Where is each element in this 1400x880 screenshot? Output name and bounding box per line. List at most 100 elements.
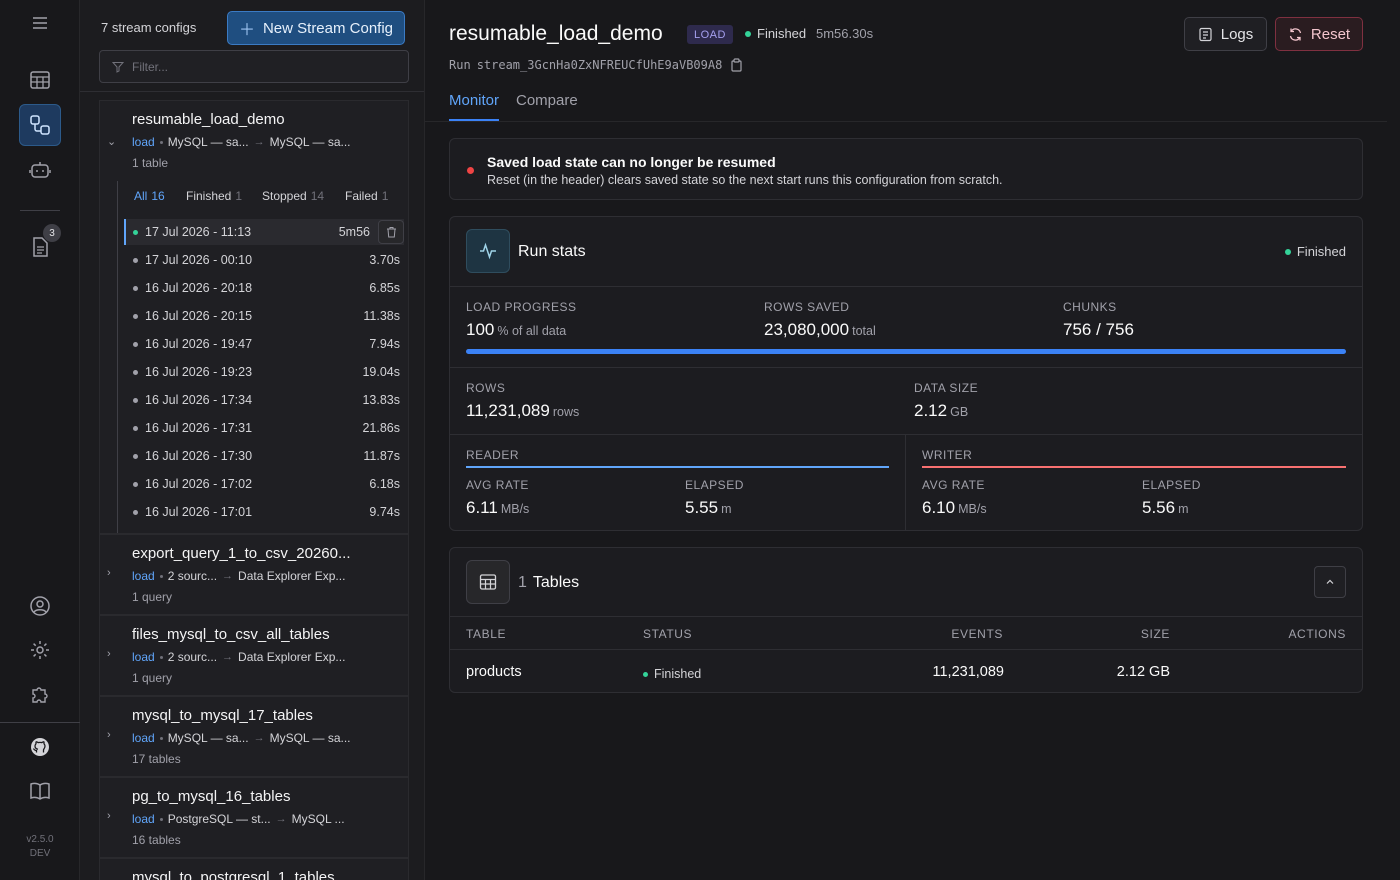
- run-status-dot: [133, 509, 138, 515]
- table-grid-icon: [466, 560, 510, 604]
- load-progress-bar: [466, 349, 1346, 354]
- run-label: Run: [449, 58, 471, 72]
- status-badge: Finished: [745, 26, 806, 41]
- config-item[interactable]: › files_mysql_to_csv_all_tables load 2 s…: [99, 615, 409, 696]
- run-item[interactable]: 16 Jul 2026 - 19:23 19.04s: [124, 359, 404, 385]
- writer-accent-line: [922, 466, 1346, 468]
- github-icon[interactable]: [19, 726, 61, 768]
- menu-icon[interactable]: [19, 2, 61, 44]
- tables-icon[interactable]: [19, 59, 61, 101]
- config-item[interactable]: › pg_to_mysql_16_tables load PostgreSQL …: [99, 777, 409, 858]
- reader-elapsed-label: ELAPSED: [685, 478, 744, 492]
- arrow-right-icon: →: [222, 651, 234, 663]
- divider: [450, 649, 1362, 650]
- logs-icon: [1199, 27, 1212, 41]
- run-item[interactable]: 16 Jul 2026 - 17:31 21.86s: [124, 415, 404, 441]
- chevron-right-icon[interactable]: ›: [107, 567, 111, 579]
- rows-label: ROWS: [466, 381, 506, 395]
- config-item[interactable]: › export_query_1_to_csv_20260... load 2 …: [99, 534, 409, 615]
- run-tab-all[interactable]: All 16: [134, 189, 165, 203]
- run-item[interactable]: 16 Jul 2026 - 17:30 11.87s: [124, 443, 404, 469]
- run-item[interactable]: 16 Jul 2026 - 20:18 6.85s: [124, 275, 404, 301]
- new-stream-config-button[interactable]: ＋ New Stream Config: [227, 11, 405, 45]
- divider: [905, 434, 906, 530]
- run-tab-failed[interactable]: Failed 1: [345, 189, 389, 203]
- docs-book-icon[interactable]: [19, 770, 61, 812]
- separator-dot: [159, 655, 163, 659]
- tab-compare[interactable]: Compare: [516, 92, 578, 109]
- run-date: 16 Jul 2026 - 17:31: [145, 421, 253, 435]
- refresh-icon: [1289, 27, 1302, 41]
- config-sub: 17 tables: [132, 752, 181, 766]
- reader-avg-rate: 6.11 MB/s: [466, 498, 530, 517]
- run-item[interactable]: 17 Jul 2026 - 00:10 3.70s: [124, 247, 404, 273]
- plugins-puzzle-icon[interactable]: [19, 673, 61, 715]
- column-header-status: STATUS: [643, 627, 693, 641]
- run-date: 16 Jul 2026 - 20:15: [145, 309, 253, 323]
- config-mode: load: [132, 812, 155, 826]
- rail-divider: [20, 210, 60, 211]
- mode-badge: LOAD: [687, 25, 733, 44]
- run-tab-stopped[interactable]: Stopped 14: [262, 189, 325, 203]
- separator-dot: [159, 574, 163, 578]
- run-item[interactable]: 16 Jul 2026 - 19:47 7.94s: [124, 331, 404, 357]
- config-item[interactable]: › mysql_to_mysql_17_tables load MySQL — …: [99, 696, 409, 777]
- reset-button[interactable]: Reset: [1275, 17, 1363, 51]
- config-item-resumable-load-demo[interactable]: ⌄ resumable_load_demo load MySQL — sa...…: [99, 100, 409, 534]
- notifications-doc-icon[interactable]: 3: [19, 224, 61, 268]
- status-dot: [745, 30, 751, 37]
- run-date: 16 Jul 2026 - 17:34: [145, 393, 253, 407]
- collapse-tables-button[interactable]: [1314, 566, 1346, 598]
- streams-icon[interactable]: [19, 104, 61, 146]
- account-icon[interactable]: [19, 585, 61, 627]
- settings-gear-icon[interactable]: [19, 629, 61, 671]
- run-item[interactable]: 16 Jul 2026 - 20:15 11.38s: [124, 303, 404, 329]
- config-item[interactable]: mysql_to_postgresql_1_tables: [99, 858, 409, 880]
- writer-elapsed-label: ELAPSED: [1142, 478, 1201, 492]
- load-progress-value: 100% of all data: [466, 320, 567, 339]
- config-name: pg_to_mysql_16_tables: [132, 788, 291, 805]
- version-label: v2.5.0 DEV: [26, 834, 54, 859]
- stream-config-list: 7 stream configs ＋ New Stream Config ⌄ r…: [80, 0, 425, 880]
- resume-alert: Saved load state can no longer be resume…: [449, 138, 1363, 200]
- config-meta: load PostgreSQL — st... → MySQL ...: [132, 812, 345, 826]
- run-filter-tabs: All 16 Finished 1 Stopped 14 Failed 1: [118, 189, 408, 207]
- tab-monitor[interactable]: Monitor: [449, 92, 500, 121]
- logs-button[interactable]: Logs: [1184, 17, 1267, 51]
- config-target: MySQL — sa...: [269, 135, 351, 149]
- writer-elapsed: 5.56 m: [1142, 498, 1189, 517]
- config-meta: load MySQL — sa... → MySQL — sa...: [132, 731, 351, 745]
- config-mode: load: [132, 731, 155, 745]
- chevron-right-icon[interactable]: ›: [107, 648, 111, 660]
- status-dot: [643, 671, 648, 677]
- column-header-events: EVENTS: [951, 627, 1003, 641]
- filter-input[interactable]: [132, 59, 392, 74]
- config-name: export_query_1_to_csv_20260...: [132, 545, 351, 562]
- run-item[interactable]: 16 Jul 2026 - 17:01 9.74s: [124, 499, 404, 525]
- separator-dot: [159, 140, 163, 144]
- config-mode: load: [132, 135, 155, 149]
- copy-icon[interactable]: [730, 58, 743, 72]
- config-source: MySQL — sa...: [167, 135, 249, 149]
- status-dot: [1284, 248, 1291, 255]
- reader-label: READER: [466, 448, 520, 462]
- main-panel: resumable_load_demo LOAD Finished 5m56.3…: [425, 0, 1400, 880]
- run-item[interactable]: 16 Jul 2026 - 17:02 6.18s: [124, 471, 404, 497]
- rows-value: 11,231,089 rows: [466, 401, 580, 420]
- chevron-right-icon[interactable]: ›: [107, 729, 111, 741]
- run-tab-finished[interactable]: Finished 1: [186, 189, 243, 203]
- delete-run-trash-icon[interactable]: [378, 220, 404, 244]
- run-item[interactable]: 16 Jul 2026 - 17:34 13.83s: [124, 387, 404, 413]
- table-name[interactable]: products: [466, 664, 522, 680]
- chevron-right-icon[interactable]: ›: [107, 810, 111, 822]
- run-date: 17 Jul 2026 - 11:13: [145, 225, 252, 239]
- run-date: 16 Jul 2026 - 20:18: [145, 281, 253, 295]
- alert-description: Reset (in the header) clears saved state…: [487, 173, 1003, 187]
- data-size-label: DATA SIZE: [914, 381, 979, 395]
- assistant-bot-icon[interactable]: [19, 149, 61, 191]
- run-status-dot: [133, 229, 138, 235]
- config-source: 2 sourc...: [167, 650, 218, 664]
- run-item[interactable]: 17 Jul 2026 - 11:13 5m56: [124, 219, 404, 245]
- chevron-down-icon[interactable]: ⌄: [107, 136, 117, 148]
- table-size: 2.12 GB: [1116, 664, 1170, 680]
